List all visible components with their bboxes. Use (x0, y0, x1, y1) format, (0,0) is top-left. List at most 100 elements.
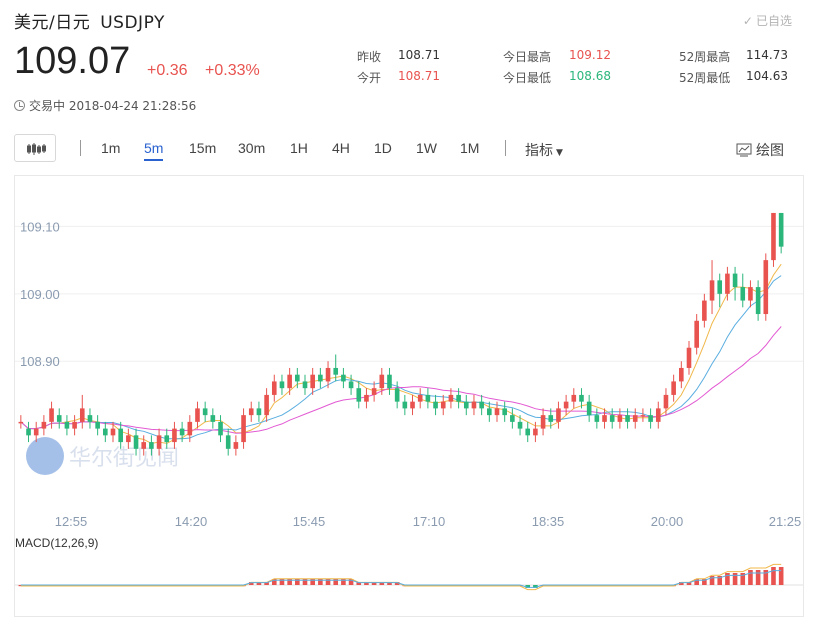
timeframe-tab-5m[interactable]: 5m (144, 140, 164, 161)
macd-bar (287, 579, 292, 585)
candle-body (164, 435, 170, 443)
instrument-title: 美元/日元 USDJPY (14, 8, 175, 33)
candle-body (579, 394, 584, 402)
macd-bar (394, 582, 400, 585)
macd-bar (740, 573, 746, 585)
candle-body (417, 394, 423, 402)
candle-body (732, 273, 738, 288)
ma-short-line (20, 263, 782, 444)
candle-body (318, 374, 323, 382)
watermark-text: 华尔街见闻 (69, 446, 179, 471)
x-tick-label: 12:55 (55, 514, 88, 529)
macd-bar (525, 585, 531, 588)
candle-body (402, 401, 408, 409)
candle-body (118, 428, 123, 443)
timeframe-tab-30m[interactable]: 30m (238, 140, 266, 156)
candle-body (87, 415, 93, 422)
indicator-label: 指标 (525, 143, 553, 159)
candle-body (141, 442, 147, 449)
candle-body (225, 435, 231, 449)
macd-bar (264, 582, 269, 585)
y-tick-label: 109.10 (20, 219, 60, 234)
draw-button[interactable]: 绘图 (736, 140, 784, 160)
x-tick-label: 15:45 (293, 514, 326, 529)
chart-canvas[interactable]: 109.10 109.00 108.90 华尔街见闻 12:55 14:20 15:45 17… (15, 176, 803, 616)
candle-body (763, 260, 769, 315)
candle-body (218, 421, 223, 436)
macd-bar (341, 579, 346, 585)
timeframe-tab-1w[interactable]: 1W (416, 140, 437, 156)
candle-body (202, 408, 208, 416)
candle-body (333, 367, 339, 375)
timeframe-tab-1h[interactable]: 1H (290, 140, 308, 156)
candle-body (510, 415, 515, 422)
watchlist-toggle[interactable]: ✓ 已自选 (743, 12, 792, 29)
candle-body (594, 415, 600, 422)
indicator-dropdown[interactable]: 指标 ▼ (525, 140, 563, 160)
candle-body (233, 442, 239, 449)
candle-body (248, 408, 254, 416)
candle-body (648, 415, 653, 422)
stat-value: 108.71 (398, 69, 440, 83)
watermark-logo-icon (26, 437, 64, 475)
macd-label: MACD(12,26,9) (15, 536, 98, 550)
candle-body (571, 394, 577, 402)
timeframe-tab-1d[interactable]: 1D (374, 140, 392, 156)
timeframe-tab-1m[interactable]: 1m (101, 140, 121, 156)
macd-bar (248, 582, 254, 585)
candle-body (379, 374, 385, 389)
macd-bar (717, 576, 723, 585)
candle-body (632, 415, 638, 422)
stat-item: 52周最高 114.73 (679, 48, 788, 65)
candle-body (295, 374, 300, 382)
x-tick-label: 17:10 (413, 514, 446, 529)
price-chart[interactable]: 109.10 109.00 108.90 华尔街见闻 12:55 14:20 15:45 17… (14, 175, 804, 617)
candle-body (264, 394, 269, 416)
timeframe-tab-1m[interactable]: 1M (460, 140, 480, 156)
candle-body (210, 415, 216, 422)
ma-long-line (20, 326, 782, 434)
candle-body (540, 415, 546, 429)
macd-bar (364, 582, 369, 585)
macd-bar (279, 579, 285, 585)
macd-bar (778, 567, 784, 585)
y-tick-label: 108.90 (20, 354, 60, 369)
candle-body (95, 421, 100, 429)
timeframe-tab-15m[interactable]: 15m (189, 140, 217, 156)
macd-bar (310, 579, 315, 585)
macd-bar (725, 573, 730, 585)
candle-body (556, 408, 561, 422)
stat-label: 昨收 (357, 50, 382, 64)
clock-icon (14, 100, 25, 111)
candle-body (195, 408, 200, 422)
stat-value: 109.12 (569, 48, 611, 62)
instrument-name: 美元/日元 (14, 13, 91, 33)
macd-bar (318, 579, 323, 585)
candle-body (471, 401, 477, 409)
stat-label: 今开 (357, 71, 382, 85)
candle-body (56, 415, 62, 422)
candle-body (133, 435, 139, 449)
candle-body (33, 428, 39, 436)
candle-body (156, 435, 162, 449)
candle-body (778, 212, 784, 247)
stat-item: 昨收 108.71 (357, 48, 440, 65)
price-change-percent: +0.33% (205, 62, 260, 79)
macd-dif-line (20, 563, 782, 591)
y-tick-label: 109.00 (20, 287, 60, 302)
macd-bar (771, 567, 776, 585)
candle-body (394, 388, 400, 402)
candle-body (479, 401, 484, 409)
instrument-symbol: USDJPY (100, 13, 165, 33)
candle-body (602, 415, 607, 422)
candle-body (609, 415, 615, 422)
candle-body (771, 212, 776, 261)
chart-type-button[interactable] (14, 134, 56, 162)
candle-body (287, 374, 292, 389)
candle-body (149, 442, 154, 449)
timeframe-tab-4h[interactable]: 4H (332, 140, 350, 156)
status-timestamp: 2018-04-24 21:28:56 (68, 99, 197, 113)
macd-bar (709, 576, 715, 585)
candle-body (256, 408, 262, 416)
candle-body (110, 428, 116, 436)
